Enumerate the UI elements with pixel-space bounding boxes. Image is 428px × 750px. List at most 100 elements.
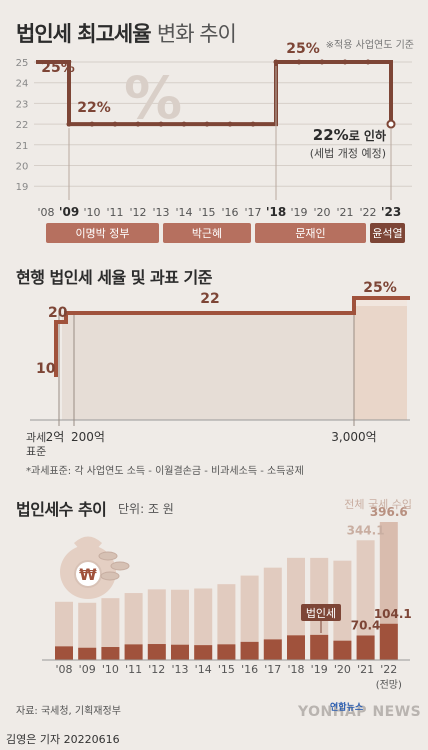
x-tick-label: '12 <box>148 663 165 676</box>
data-point <box>204 121 210 127</box>
x-tick-label: '18 <box>287 663 304 676</box>
label-total-21: 344.1 <box>347 523 385 537</box>
author-text: 김영은 기자 20220616 <box>6 733 120 746</box>
y-tick-label: 23 <box>16 99 29 110</box>
won-icon: ₩ <box>79 565 97 584</box>
x-tick-label: '15 <box>198 206 215 219</box>
label-2023-note: (세법 개정 예정) <box>310 147 386 160</box>
data-point <box>112 121 118 127</box>
corp-bar <box>356 635 375 660</box>
x-tick-label: '20 <box>313 206 330 219</box>
x-tick-label: '21 <box>336 206 353 219</box>
corp-bar <box>171 644 189 660</box>
corp-bar <box>55 646 73 660</box>
coin-icon <box>110 561 130 571</box>
y-tick-label: 25 <box>16 58 29 69</box>
axis-label-line1: 과세 <box>26 431 46 444</box>
page-title: 법인세 최고세율 변화 추이 <box>16 18 237 48</box>
bracket-label-3000: 3,000억 <box>331 430 376 444</box>
x-tick-label: '08 <box>37 206 54 219</box>
corp-bar <box>287 635 305 660</box>
rate-line <box>36 60 393 127</box>
coin-icon <box>100 571 120 581</box>
x-tick-label: '16 <box>241 663 258 676</box>
corp-bar <box>379 623 398 660</box>
corp-bar <box>124 644 143 660</box>
step-label-20: 20 <box>48 305 68 321</box>
label-corp-21: 70.4 <box>351 619 381 633</box>
data-point <box>365 59 371 65</box>
x-tick-label: '09 <box>79 663 96 676</box>
legend-total: 전체 국세 수입 <box>344 498 412 511</box>
corp-bar <box>310 634 329 660</box>
title-light: 변화 추이 <box>156 22 237 46</box>
x-tick-label: '20 <box>334 663 351 676</box>
gov-band-label: 이명박 정부 <box>75 227 129 240</box>
x-tick-label: '14 <box>175 206 192 219</box>
data-point <box>273 59 279 65</box>
data-point <box>135 121 141 127</box>
legend-corp-box <box>301 604 341 621</box>
total-bar <box>217 584 236 660</box>
x-tick-label: '18 <box>266 205 286 219</box>
yonhap-logo-korean: 연합뉴스 <box>330 703 364 713</box>
total-bar <box>124 593 143 660</box>
step-line <box>54 296 410 377</box>
total-bar <box>147 589 166 660</box>
label-2018: 25% <box>286 41 320 57</box>
x-tick-label: '10 <box>83 206 100 219</box>
applied-year-note: ※적용 사업연도 기준 <box>325 40 414 51</box>
data-point <box>296 59 302 65</box>
data-point <box>250 121 256 127</box>
data-point <box>319 59 325 65</box>
corp-bar <box>101 647 120 660</box>
corp-bar <box>78 647 97 660</box>
corp-revenue-bar-chart: ₩ '08 '09 '10 '11 '12 '13 '14 '15 '16 '17 '18 '19 '20… <box>42 498 412 691</box>
percent-icon: % <box>124 64 182 132</box>
total-bar <box>333 560 352 660</box>
title-bold: 법인세 최고세율 <box>16 22 152 46</box>
x-tick-label: '22 <box>380 663 397 676</box>
tax-base-footnote: *과세표준: 각 사업연도 소득 - 이월결손금 - 비과세소득 - 소득공제 <box>26 466 304 477</box>
axis-label-line2: 표준 <box>26 445 46 458</box>
bracket-label-200: 200억 <box>71 430 105 444</box>
label-2023: 22%로 인하 <box>313 126 386 144</box>
data-point <box>158 121 164 127</box>
data-point <box>66 121 72 127</box>
money-bag-top <box>74 536 102 550</box>
area-22 <box>62 313 354 420</box>
y-tick-label: 22 <box>16 120 29 131</box>
gov-band <box>370 223 405 243</box>
coin-icon <box>98 551 118 561</box>
data-point <box>386 119 396 129</box>
data-point <box>181 121 187 127</box>
corp-bar <box>194 645 213 660</box>
source-text: 자료: 국세청, 기획재정부 <box>16 706 121 717</box>
x-tick-label: '11 <box>125 663 142 676</box>
x-tick-label: '21 <box>357 663 374 676</box>
gov-band-label: 문재인 <box>295 227 325 240</box>
x-tick-label: '11 <box>106 206 123 219</box>
x-tick-label: '14 <box>195 663 212 676</box>
x-tick-label: '10 <box>102 663 119 676</box>
x-tick-label: '17 <box>244 206 261 219</box>
y-tick-label: 20 <box>16 162 29 173</box>
x-tick-label: '08 <box>55 663 72 676</box>
total-bar <box>240 575 259 660</box>
total-bar <box>263 567 282 660</box>
x-tick-label: '17 <box>264 663 281 676</box>
label-2009: 22% <box>77 100 111 116</box>
label-total-22: 396.6 <box>370 505 408 519</box>
unit-label: 단위: 조 원 <box>118 502 174 516</box>
x-tick-label: '19 <box>311 663 328 676</box>
gov-band <box>46 223 159 243</box>
total-bar <box>194 588 213 660</box>
total-bar <box>55 601 73 660</box>
forecast-label: (전망) <box>376 679 402 691</box>
step-label-10: 10 <box>36 361 56 377</box>
data-point <box>227 121 233 127</box>
tax-rate-line-chart: 25 24 23 22 21 20 19% 25% 22% 25% 22%로 인하 (세법 개정 예정… <box>16 41 412 243</box>
x-tick-label: '13 <box>152 206 169 219</box>
total-bar <box>287 557 305 660</box>
gov-band-label: 윤석열 <box>372 227 402 240</box>
